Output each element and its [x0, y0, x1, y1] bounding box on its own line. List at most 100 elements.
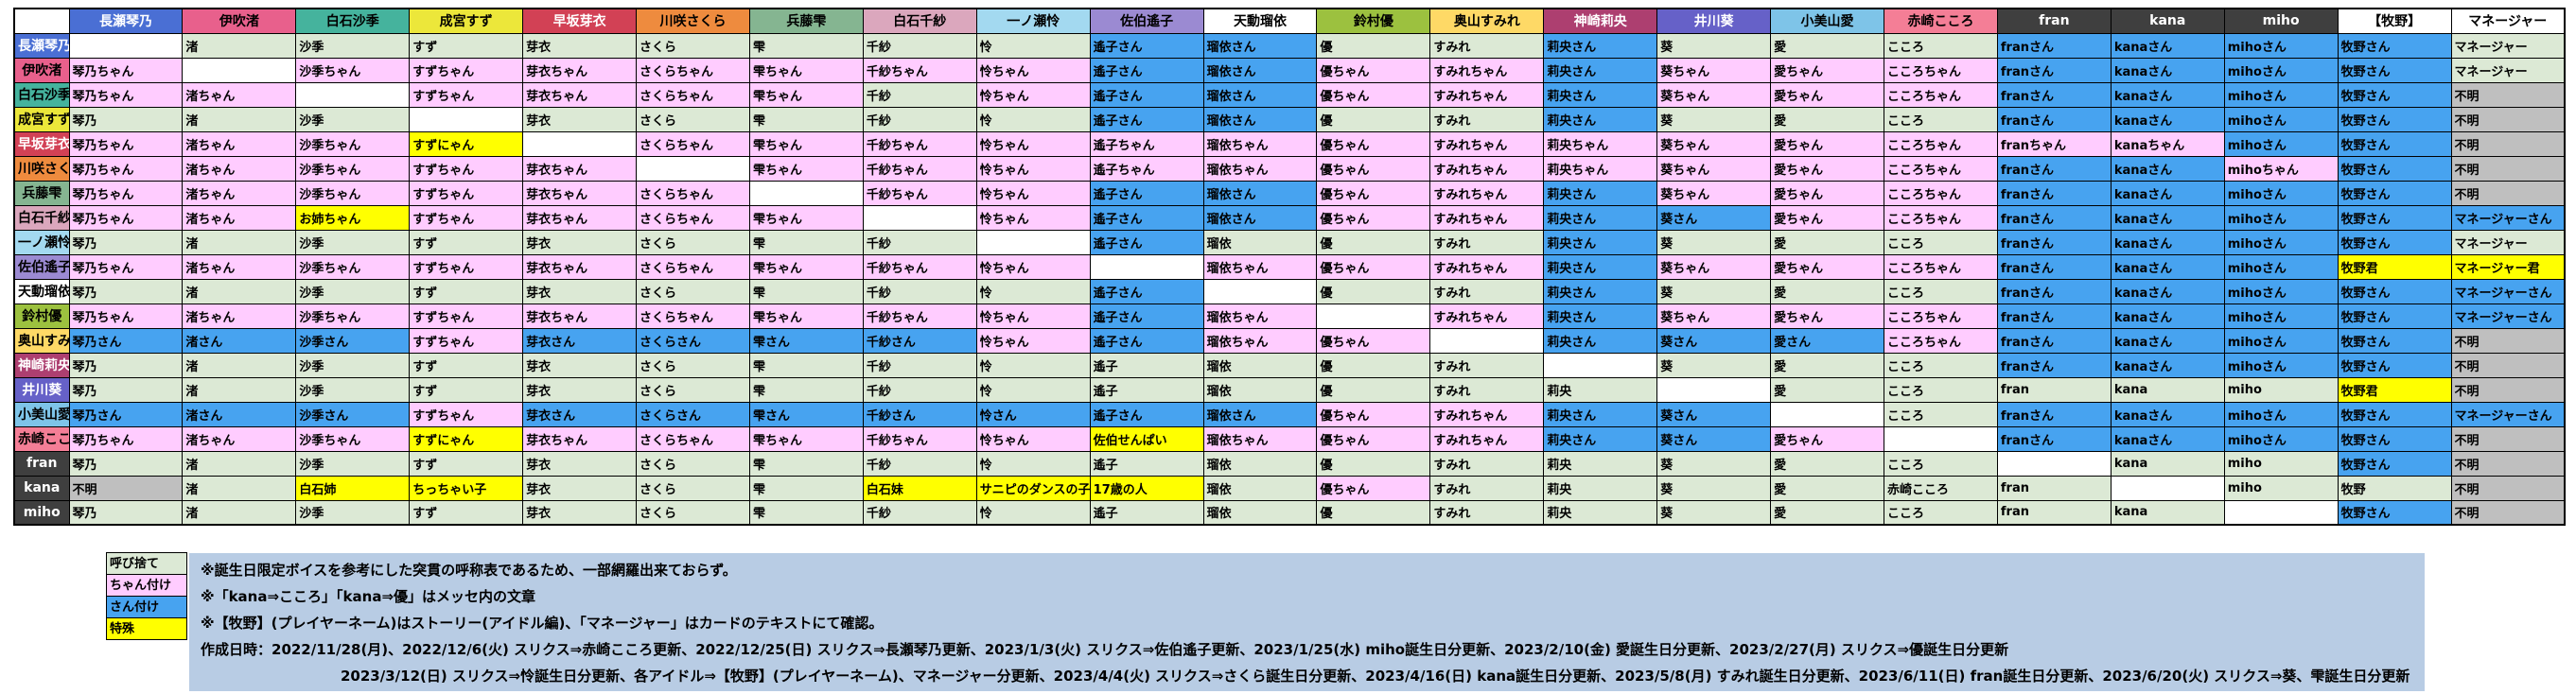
call-cell[interactable]: すず: [409, 229, 524, 255]
call-cell[interactable]: すみれ: [1429, 106, 1545, 132]
call-cell[interactable]: 瑠依: [1202, 352, 1318, 378]
call-cell[interactable]: さくらちゃん: [636, 81, 750, 108]
call-cell[interactable]: 沙季さん: [295, 401, 411, 427]
call-cell[interactable]: さくらちゃん: [636, 180, 750, 206]
call-cell[interactable]: 莉央ちゃん: [1543, 155, 1658, 182]
call-cell[interactable]: 沙季さん: [295, 327, 411, 354]
row-header[interactable]: 天動瑠依: [13, 278, 70, 304]
row-header[interactable]: 長瀬琴乃: [13, 32, 70, 59]
call-cell[interactable]: 瑠依さん: [1202, 180, 1318, 206]
call-cell[interactable]: 渚ちゃん: [182, 303, 297, 329]
call-cell[interactable]: 千紗: [862, 32, 977, 59]
call-cell[interactable]: kana: [2110, 450, 2225, 477]
row-header[interactable]: 一ノ瀬怜: [13, 229, 70, 255]
call-cell[interactable]: mihoさん: [2223, 229, 2339, 255]
call-cell[interactable]: fran: [1996, 499, 2112, 526]
call-cell[interactable]: 千紗: [862, 229, 977, 255]
call-cell[interactable]: 琴乃ちゃん: [68, 155, 184, 182]
call-cell[interactable]: さくら: [636, 499, 750, 526]
call-cell[interactable]: 牧野さん: [2337, 57, 2452, 83]
call-cell[interactable]: 雫ちゃん: [748, 253, 864, 280]
call-cell[interactable]: 葵ちゃん: [1656, 253, 1772, 280]
call-cell[interactable]: kanaさん: [2110, 180, 2225, 206]
call-cell[interactable]: kanaさん: [2110, 155, 2225, 182]
call-cell[interactable]: 渚: [182, 32, 297, 59]
call-cell[interactable]: [2223, 499, 2339, 526]
row-header[interactable]: 井川葵: [13, 376, 70, 403]
call-cell[interactable]: 怜: [975, 352, 1091, 378]
call-cell[interactable]: 遙子さん: [1089, 327, 1204, 354]
call-cell[interactable]: 愛: [1770, 278, 1884, 304]
call-cell[interactable]: 愛: [1770, 475, 1884, 501]
call-cell[interactable]: こころ: [1884, 499, 1998, 526]
call-cell[interactable]: 渚ちゃん: [182, 253, 297, 280]
call-cell[interactable]: すずちゃん: [409, 303, 524, 329]
call-cell[interactable]: kanaちゃん: [2110, 130, 2225, 157]
call-cell[interactable]: 雫さん: [748, 327, 864, 354]
call-cell[interactable]: kanaさん: [2110, 401, 2225, 427]
call-cell[interactable]: 怜さん: [975, 401, 1091, 427]
call-cell[interactable]: 琴乃: [68, 229, 184, 255]
call-cell[interactable]: 怜ちゃん: [975, 155, 1091, 182]
call-cell[interactable]: すずちゃん: [409, 204, 524, 231]
call-cell[interactable]: [2110, 475, 2225, 501]
call-cell[interactable]: すずちゃん: [409, 81, 524, 108]
call-cell[interactable]: 怜: [975, 278, 1091, 304]
call-cell[interactable]: 優: [1316, 450, 1431, 477]
call-cell[interactable]: 優ちゃん: [1316, 81, 1431, 108]
call-cell[interactable]: franちゃん: [1996, 130, 2112, 157]
call-cell[interactable]: 遙子: [1089, 499, 1204, 526]
call-cell[interactable]: 優ちゃん: [1316, 425, 1431, 452]
call-cell[interactable]: すず: [409, 278, 524, 304]
call-cell[interactable]: 莉央: [1543, 475, 1658, 501]
call-cell[interactable]: マネージャー君: [2450, 253, 2566, 280]
call-cell[interactable]: 瑠依ちゃん: [1202, 155, 1318, 182]
call-cell[interactable]: mihoさん: [2223, 130, 2339, 157]
row-header[interactable]: kana: [13, 475, 70, 501]
call-cell[interactable]: kana: [2110, 499, 2225, 526]
call-cell[interactable]: 雫: [748, 278, 864, 304]
call-cell[interactable]: 愛ちゃん: [1770, 180, 1884, 206]
call-cell[interactable]: 千紗: [862, 106, 977, 132]
column-header[interactable]: miho: [2223, 8, 2339, 34]
call-cell[interactable]: こころ: [1884, 278, 1998, 304]
call-cell[interactable]: mihoちゃん: [2223, 155, 2339, 182]
call-cell[interactable]: マネージャーさん: [2450, 204, 2566, 231]
call-cell[interactable]: [409, 106, 524, 132]
call-cell[interactable]: こころちゃん: [1884, 180, 1998, 206]
call-cell[interactable]: 優ちゃん: [1316, 204, 1431, 231]
call-cell[interactable]: 千紗ちゃん: [862, 253, 977, 280]
call-cell[interactable]: 芽衣: [522, 229, 638, 255]
call-cell[interactable]: すずちゃん: [409, 327, 524, 354]
call-cell[interactable]: こころ: [1884, 106, 1998, 132]
row-header[interactable]: 佐伯遙子: [13, 253, 70, 280]
call-cell[interactable]: 怜ちゃん: [975, 327, 1091, 354]
call-cell[interactable]: マネージャー: [2450, 32, 2566, 59]
call-cell[interactable]: 優: [1316, 352, 1431, 378]
call-cell[interactable]: 琴乃: [68, 499, 184, 526]
call-cell[interactable]: 瑠依さん: [1202, 57, 1318, 83]
call-cell[interactable]: mihoさん: [2223, 303, 2339, 329]
call-cell[interactable]: 瑠依ちゃん: [1202, 253, 1318, 280]
call-cell[interactable]: mihoさん: [2223, 81, 2339, 108]
column-header[interactable]: 兵藤雫: [748, 8, 864, 34]
call-cell[interactable]: 牧野さん: [2337, 229, 2452, 255]
call-cell[interactable]: 遙子さん: [1089, 204, 1204, 231]
call-cell[interactable]: 愛ちゃん: [1770, 303, 1884, 329]
call-cell[interactable]: 琴乃ちゃん: [68, 57, 184, 83]
call-cell[interactable]: 遙子さん: [1089, 106, 1204, 132]
call-cell[interactable]: 葵: [1656, 352, 1772, 378]
call-cell[interactable]: 琴乃ちゃん: [68, 130, 184, 157]
call-cell[interactable]: 芽衣ちゃん: [522, 180, 638, 206]
call-cell[interactable]: 渚ちゃん: [182, 155, 297, 182]
call-cell[interactable]: さくらちゃん: [636, 303, 750, 329]
call-cell[interactable]: 牧野さん: [2337, 106, 2452, 132]
call-cell[interactable]: 雫ちゃん: [748, 303, 864, 329]
call-cell[interactable]: franさん: [1996, 425, 2112, 452]
call-cell[interactable]: 沙季: [295, 278, 411, 304]
call-cell[interactable]: マネージャー: [2450, 57, 2566, 83]
call-cell[interactable]: 渚ちゃん: [182, 180, 297, 206]
call-cell[interactable]: kanaさん: [2110, 425, 2225, 452]
call-cell[interactable]: 怜: [975, 32, 1091, 59]
call-cell[interactable]: こころ: [1884, 352, 1998, 378]
